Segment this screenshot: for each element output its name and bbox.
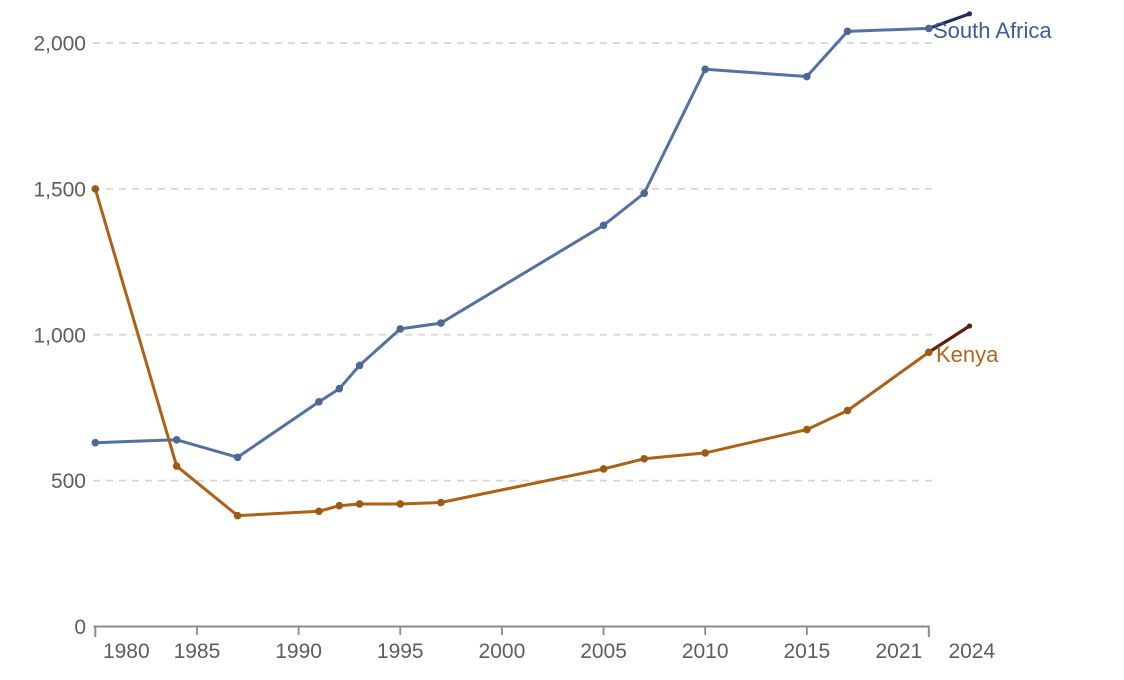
x-axis-label: 2024 — [948, 640, 995, 663]
data-point-kenya — [803, 425, 811, 434]
data-point-kenya — [843, 406, 852, 415]
x-axis-label: 2000 — [479, 640, 526, 663]
data-point-south-africa — [843, 27, 852, 36]
projection-line-kenya — [927, 324, 972, 354]
x-axis-label: 1980 — [103, 640, 150, 663]
data-point-south-africa — [599, 221, 608, 230]
data-point-kenya — [335, 501, 344, 510]
x-axis-label: 2021 — [875, 640, 922, 663]
y-axis-label: 2,000 — [33, 33, 86, 56]
x-axis-label: 1990 — [275, 640, 322, 663]
data-point-south-africa — [701, 65, 709, 74]
data-point-south-africa — [925, 24, 933, 33]
data-point-kenya — [599, 465, 608, 473]
data-point-south-africa — [437, 319, 445, 327]
series-line-south-africa — [93, 26, 931, 459]
data-point-south-africa — [233, 453, 242, 462]
data-point-south-africa — [396, 325, 405, 333]
data-point-kenya — [355, 500, 364, 508]
data-point-south-africa — [803, 72, 811, 81]
data-point-kenya — [315, 507, 323, 516]
data-point-kenya — [233, 511, 242, 520]
data-point-south-africa — [355, 361, 364, 370]
series-line-kenya — [93, 187, 931, 518]
projection-line-south-africa — [927, 12, 972, 31]
projection-point-south-africa — [966, 11, 973, 17]
x-axis-label: 2010 — [682, 640, 729, 663]
series-label-kenya: Kenya — [936, 342, 999, 367]
y-axis-label: 1,500 — [33, 178, 86, 201]
data-point-south-africa — [91, 438, 100, 447]
y-axis-label: 500 — [51, 470, 86, 493]
y-axis-label: 0 — [74, 616, 86, 639]
data-point-kenya — [701, 449, 709, 457]
data-point-kenya — [437, 498, 445, 507]
data-point-south-africa — [315, 398, 323, 406]
x-axis-label: 1995 — [377, 640, 424, 663]
data-point-kenya — [172, 462, 181, 470]
data-point-kenya — [396, 500, 405, 508]
series-label-south-africa: South Africa — [933, 18, 1052, 43]
x-axis-label: 2005 — [580, 640, 627, 663]
x-axis-label: 2015 — [783, 640, 830, 663]
data-point-south-africa — [335, 384, 344, 393]
data-point-south-africa — [172, 435, 181, 444]
data-point-kenya — [640, 454, 649, 463]
projection-point-kenya — [966, 323, 973, 329]
data-point-kenya — [91, 185, 100, 193]
data-point-south-africa — [640, 189, 649, 198]
y-axis-label: 1,000 — [33, 324, 86, 347]
x-axis-label: 1985 — [174, 640, 221, 663]
data-point-kenya — [925, 348, 933, 357]
